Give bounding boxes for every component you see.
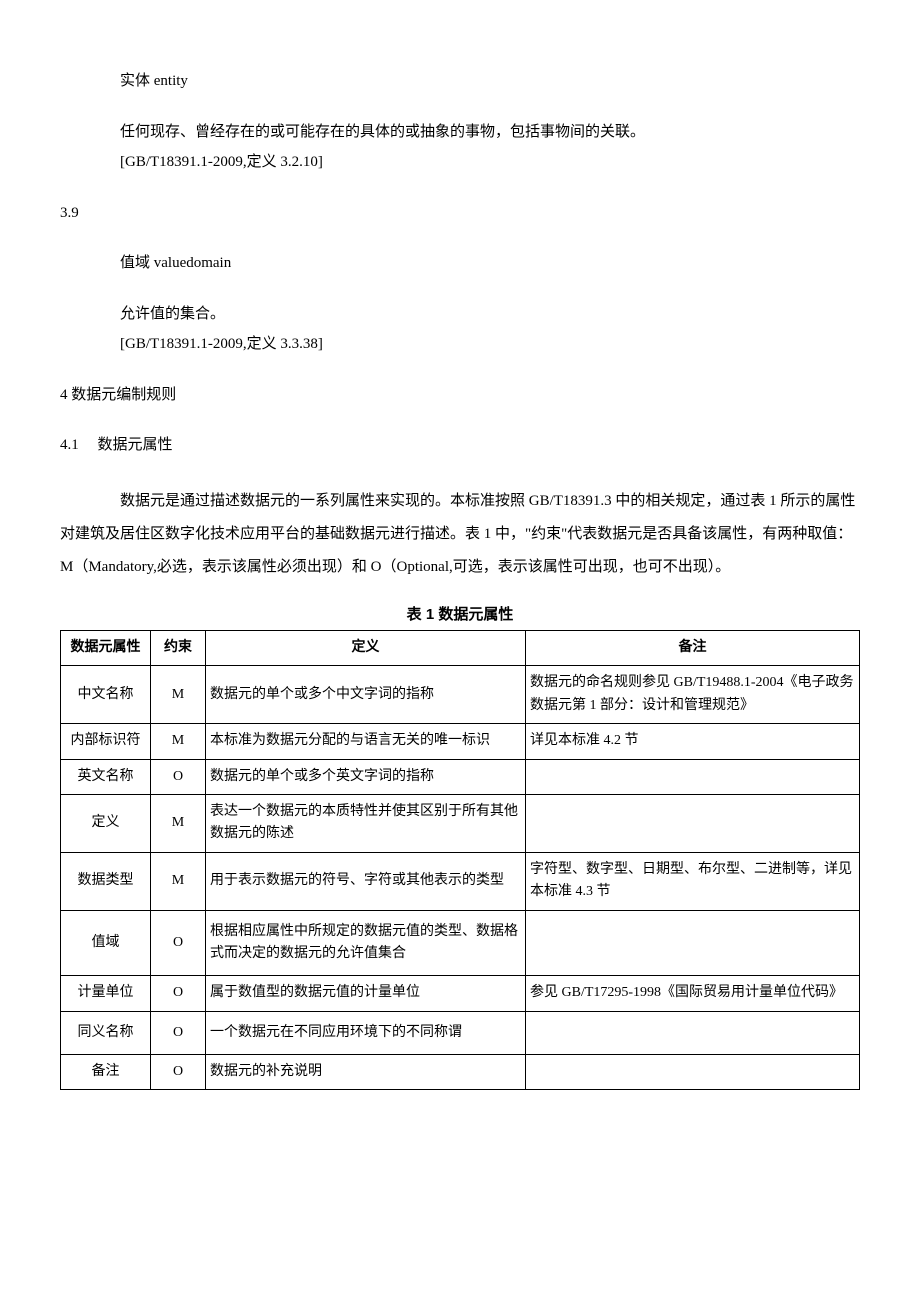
table-row: 内部标识符 M 本标准为数据元分配的与语言无关的唯一标识 详见本标准 4.2 节 — [61, 724, 860, 759]
term-3-8: 实体 entity — [60, 70, 860, 93]
th-definition: 定义 — [206, 631, 526, 666]
table-row: 数据类型 M 用于表示数据元的符号、字符或其他表示的类型 字符型、数字型、日期型… — [61, 852, 860, 910]
table-row: 值域 O 根据相应属性中所规定的数据元值的类型、数据格式而决定的数据元的允许值集… — [61, 910, 860, 976]
section-3-9-num: 3.9 — [60, 202, 860, 225]
section-4-title: 4 数据元编制规则 — [60, 384, 860, 407]
table-1: 数据元属性 约束 定义 备注 中文名称 M 数据元的单个或多个中文字词的指称 数… — [60, 630, 860, 1090]
ref-3-9: [GB/T18391.1-2009,定义 3.3.38] — [60, 333, 860, 356]
th-constraint: 约束 — [151, 631, 206, 666]
table-row: 同义名称 O 一个数据元在不同应用环境下的不同称谓 — [61, 1011, 860, 1054]
table-row: 计量单位 O 属于数值型的数据元值的计量单位 参见 GB/T17295-1998… — [61, 976, 860, 1011]
term-3-9: 值域 valuedomain — [60, 252, 860, 275]
th-attr: 数据元属性 — [61, 631, 151, 666]
section-4-1-label: 数据元属性 — [98, 437, 173, 453]
table-row: 英文名称 O 数据元的单个或多个英文字词的指称 — [61, 759, 860, 794]
ref-3-8: [GB/T18391.1-2009,定义 3.2.10] — [60, 151, 860, 174]
def-3-9: 允许值的集合。 — [60, 303, 860, 326]
section-4-1-body: 数据元是通过描述数据元的一系列属性来实现的。本标准按照 GB/T18391.3 … — [60, 485, 860, 584]
table-1-title: 表 1 数据元属性 — [60, 604, 860, 627]
th-note: 备注 — [526, 631, 860, 666]
section-4-1-num: 4.1 — [60, 437, 79, 453]
table-row: 定义 M 表达一个数据元的本质特性并使其区别于所有其他数据元的陈述 — [61, 794, 860, 852]
def-3-8: 任何现存、曾经存在的或可能存在的具体的或抽象的事物，包括事物间的关联。 — [60, 121, 860, 144]
table-row: 备注 O 数据元的补充说明 — [61, 1055, 860, 1090]
table-header-row: 数据元属性 约束 定义 备注 — [61, 631, 860, 666]
section-4-1-title: 4.1 数据元属性 — [60, 434, 860, 457]
table-row: 中文名称 M 数据元的单个或多个中文字词的指称 数据元的命名规则参见 GB/T1… — [61, 666, 860, 724]
